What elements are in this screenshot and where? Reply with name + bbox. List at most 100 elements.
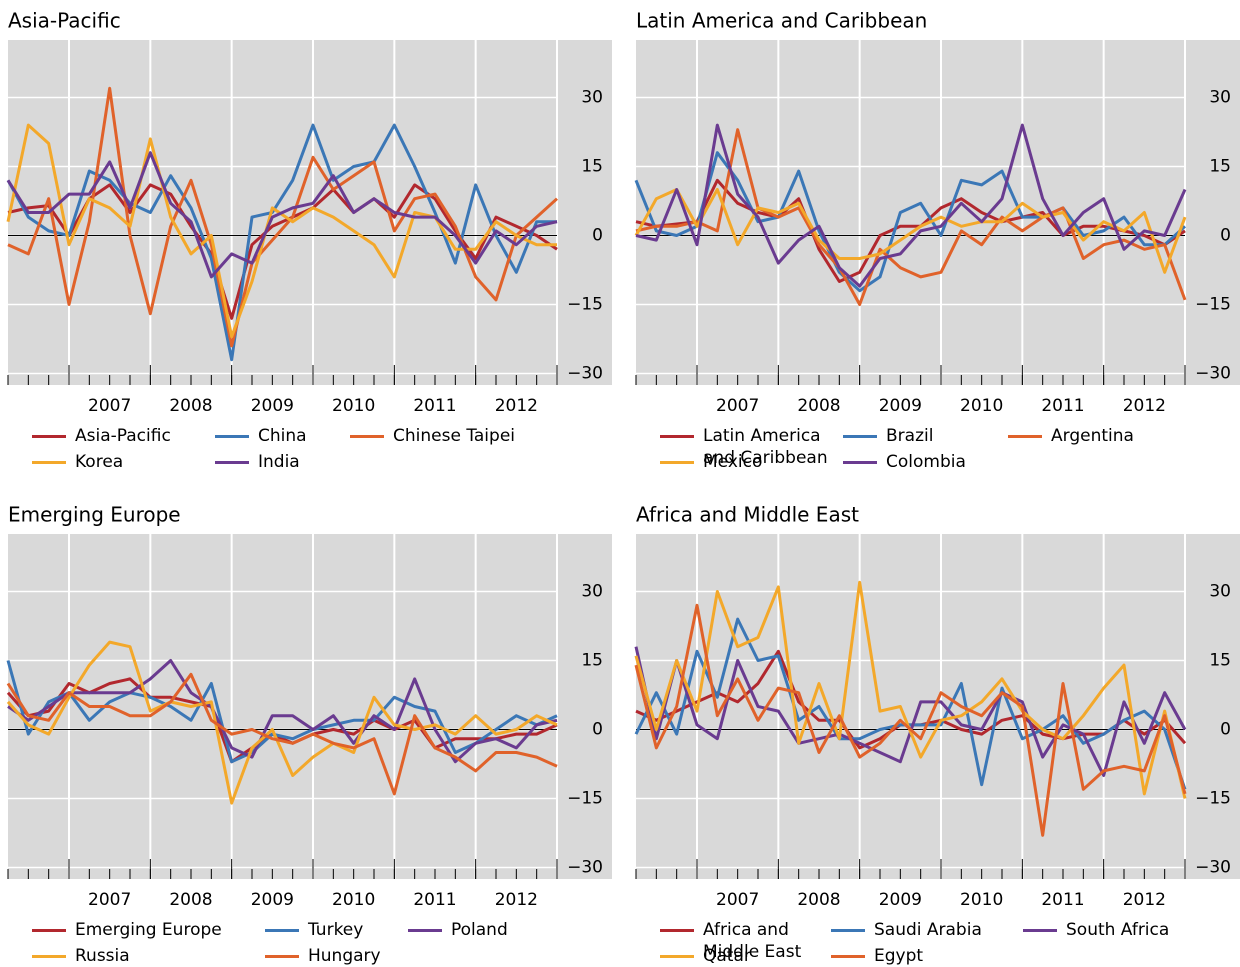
legend-swatch	[32, 929, 66, 932]
legend-label: Qatar	[703, 946, 751, 966]
legend-item: South Africa	[1023, 919, 1169, 941]
x-tick-label: 2011	[1041, 890, 1084, 910]
series-line	[6, 151, 558, 279]
legend-item: Emerging Europe	[32, 919, 222, 941]
legend-item: Colombia	[843, 451, 966, 473]
y-tick-label: 15	[1209, 157, 1231, 177]
legend-label: India	[258, 452, 300, 472]
legend-item: Qatar	[660, 945, 808, 967]
legend-swatch	[843, 461, 877, 464]
y-tick-label: −30	[567, 858, 603, 878]
series-line	[634, 603, 1187, 837]
legend-item: Latin America and Caribbean	[660, 425, 838, 469]
legend-swatch	[1008, 435, 1042, 438]
legend-swatch	[660, 461, 694, 464]
legend-item: Turkey	[265, 919, 363, 941]
series-line	[634, 580, 1187, 799]
panel-title: Africa and Middle East	[636, 503, 859, 527]
series-line	[7, 659, 558, 764]
y-tick-label: 0	[1220, 226, 1231, 246]
x-tick-label: 2010	[332, 890, 375, 910]
legend-label: Poland	[451, 920, 508, 940]
x-tick-label: 2009	[879, 396, 922, 416]
legend-swatch	[1023, 929, 1057, 932]
series-line	[634, 188, 1187, 274]
series-line	[635, 128, 1187, 306]
series-line	[6, 660, 558, 764]
y-tick-label: −15	[567, 295, 603, 315]
legend-item: Mexico	[660, 451, 838, 473]
legend-swatch	[265, 955, 299, 958]
panel: Asia-Pacific −30 −15 0 15 30 2007 2008 2009 2010 2…	[6, 9, 612, 416]
legend-label: Latin America and Caribbean	[703, 426, 828, 468]
legend-label: Turkey	[308, 920, 364, 940]
x-tick-label: 2012	[1123, 890, 1166, 910]
panel: Africa and Middle East −30 −15 0 15 30 2007 200…	[634, 503, 1240, 910]
legend-swatch	[660, 955, 694, 958]
legend-label: Asia-Pacific	[75, 426, 171, 446]
series-line	[635, 123, 1187, 288]
legend-swatch	[215, 435, 249, 438]
legend-swatch	[32, 955, 66, 958]
series-line	[635, 178, 1186, 283]
y-tick-label: −30	[567, 364, 603, 384]
legend-label: Brazil	[886, 426, 934, 446]
legend-item: Poland	[408, 919, 508, 941]
legend-label: Argentina	[1051, 426, 1134, 446]
legend-swatch	[843, 435, 877, 438]
x-tick-label: 2007	[716, 890, 759, 910]
y-tick-label: 0	[592, 226, 603, 246]
x-tick-label: 2010	[332, 396, 375, 416]
panel: Emerging Europe −30 −15 0 15 30 2007 2008 2009 20…	[6, 503, 612, 910]
legend-item: Korea	[32, 451, 123, 473]
legend-label: Africa and Middle East	[703, 920, 802, 962]
y-tick-label: 15	[581, 651, 603, 671]
legend-swatch	[32, 461, 66, 464]
x-tick-label: 2010	[960, 890, 1003, 910]
series-line	[7, 183, 558, 320]
legend-swatch	[408, 929, 442, 932]
series-line	[6, 640, 558, 805]
legend-swatch	[831, 955, 865, 958]
legend-label: Colombia	[886, 452, 966, 472]
y-tick-label: 30	[581, 88, 603, 108]
panel: Latin America and Caribbean −30 −15 0 15 30 20…	[634, 9, 1240, 416]
y-tick-label: 30	[1209, 88, 1231, 108]
legend-item: India	[215, 451, 300, 473]
legend-item: China	[215, 425, 307, 447]
x-tick-label: 2011	[413, 890, 456, 910]
x-tick-label: 2007	[88, 890, 131, 910]
legend-label: Egypt	[874, 946, 924, 966]
legend-item: Hungary	[265, 945, 381, 967]
legend-swatch	[660, 929, 694, 932]
legend-swatch	[831, 929, 865, 932]
x-tick-label: 2011	[1041, 396, 1084, 416]
legend-label: China	[258, 426, 307, 446]
y-tick-label: −15	[567, 789, 603, 809]
y-tick-label: −15	[1195, 295, 1231, 315]
x-tick-label: 2012	[495, 396, 538, 416]
panel-title: Emerging Europe	[8, 503, 181, 527]
x-tick-label: 2008	[797, 890, 840, 910]
x-tick-label: 2008	[797, 396, 840, 416]
legend-swatch	[350, 435, 384, 438]
x-tick-label: 2007	[716, 396, 759, 416]
y-tick-label: 0	[592, 720, 603, 740]
y-tick-label: 0	[1220, 720, 1231, 740]
y-tick-label: 15	[581, 157, 603, 177]
legend-label: Hungary	[308, 946, 381, 966]
x-tick-label: 2010	[960, 396, 1003, 416]
legend-label: Korea	[75, 452, 124, 472]
y-tick-label: −15	[1195, 789, 1231, 809]
panel-title: Latin America and Caribbean	[636, 9, 927, 33]
y-tick-label: −30	[1195, 858, 1231, 878]
legend-swatch	[32, 435, 66, 438]
y-tick-label: 30	[581, 582, 603, 602]
legend-item: Argentina	[1008, 425, 1134, 447]
legend-label: Mexico	[703, 452, 763, 472]
legend-label: Saudi Arabia	[874, 920, 982, 940]
legend-label: Chinese Taipei	[393, 426, 516, 446]
legend-swatch	[660, 435, 694, 438]
